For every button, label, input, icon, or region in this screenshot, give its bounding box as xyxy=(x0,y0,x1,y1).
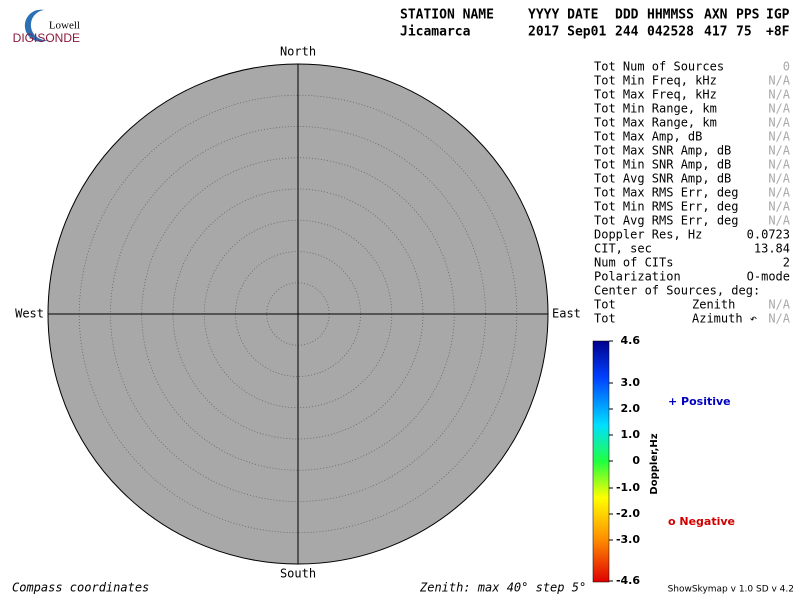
stat-value: O-mode xyxy=(747,270,790,284)
header-label: DDD xyxy=(615,8,639,23)
colorbar-tick-label: -4.6 xyxy=(616,574,640,587)
colorbar-tick-label: -1.0 xyxy=(616,481,640,494)
logo-mark xyxy=(24,9,48,42)
colorbar-title: Doppler,Hz xyxy=(649,433,660,494)
header-value: +8F xyxy=(766,25,790,40)
stat-value: N/A xyxy=(768,214,790,228)
stat-label: Center of Sources, deg: xyxy=(594,284,760,298)
east-label: East xyxy=(552,307,581,321)
stat-label: Tot Min RMS Err, deg xyxy=(594,200,739,214)
stat-label: Tot Avg RMS Err, deg xyxy=(594,214,739,228)
stat-value: 0.0723 xyxy=(747,228,790,242)
stat-value: N/A xyxy=(768,200,790,214)
stat-label: Tot Max Range, km xyxy=(594,116,717,130)
colorbar-tick-label: 2.0 xyxy=(621,402,641,415)
header-value: 244 xyxy=(615,25,639,40)
header-value: 2017 Sep01 xyxy=(528,25,606,40)
stat-label: Tot xyxy=(594,312,616,326)
stat-label: Polarization xyxy=(594,270,681,284)
logo-top: Lowell xyxy=(49,20,80,32)
stat-label: Tot Avg SNR Amp, dB xyxy=(594,172,731,186)
header-value: Jicamarca xyxy=(400,25,471,40)
stat-value: 2 xyxy=(783,256,790,270)
stat-label: Tot Max RMS Err, deg xyxy=(594,186,739,200)
footer-left: Compass coordinates xyxy=(12,581,149,595)
stat-label: Tot Min Freq, kHz xyxy=(594,74,717,88)
header-value: 042528 xyxy=(647,25,694,40)
colorbar-tick-label: -2.0 xyxy=(616,507,640,520)
stat-value: N/A xyxy=(768,158,790,172)
footer-right: ShowSkymap v 1.0 SD v 4.2 xyxy=(668,585,794,595)
colorbar-tick-label: -3.0 xyxy=(616,533,640,546)
stat-label: Tot Max Freq, kHz xyxy=(594,88,717,102)
stat-label: Tot xyxy=(594,298,616,312)
stat-sub-label: Zenith xyxy=(692,298,735,312)
legend-positive: + Positive xyxy=(668,395,731,408)
stat-value: N/A xyxy=(768,172,790,186)
south-label: South xyxy=(280,567,316,581)
stat-value: N/A xyxy=(768,130,790,144)
header-value: 417 xyxy=(704,25,727,40)
stat-label: CIT, sec xyxy=(594,242,652,256)
west-label: West xyxy=(15,307,44,321)
stat-label: Tot Max SNR Amp, dB xyxy=(594,144,731,158)
stat-label: Doppler Res, Hz xyxy=(594,228,702,242)
header-label: AXN xyxy=(704,8,728,23)
stat-value: N/A xyxy=(768,116,790,130)
stat-value: N/A xyxy=(768,74,790,88)
legend-negative: o Negative xyxy=(668,515,735,528)
header-label: HHMMSS xyxy=(647,8,694,23)
stat-label: Tot Num of Sources xyxy=(594,60,724,74)
stat-label: Num of CITs xyxy=(594,256,673,270)
stat-value: N/A xyxy=(768,186,790,200)
header-label: PPS xyxy=(736,8,760,23)
stat-value: N/A xyxy=(768,312,790,326)
header-label: STATION NAME xyxy=(400,8,494,23)
colorbar xyxy=(592,340,610,583)
north-label: North xyxy=(280,45,316,59)
colorbar-tick-label: 1.0 xyxy=(621,428,641,441)
stat-value: N/A xyxy=(768,88,790,102)
stat-label: Tot Max Amp, dB xyxy=(594,130,702,144)
stat-value: N/A xyxy=(768,144,790,158)
stat-value: 0 xyxy=(783,60,790,74)
stat-value: N/A xyxy=(768,102,790,116)
stat-label: Tot Min SNR Amp, dB xyxy=(594,158,731,172)
stat-value: 13.84 xyxy=(754,242,790,256)
stat-value: N/A xyxy=(768,298,790,312)
colorbar-tick-label: 0 xyxy=(632,454,640,467)
header-label: IGP xyxy=(766,8,790,23)
logo-bottom: DIGISONDE xyxy=(13,31,80,45)
stat-label: Tot Min Range, km xyxy=(594,102,717,116)
header-label: YYYY DATE xyxy=(528,8,598,23)
stat-sub-label: Azimuth ↶ xyxy=(692,312,757,326)
header-value: 75 xyxy=(736,25,752,40)
colorbar-tick-label: 3.0 xyxy=(621,376,641,389)
colorbar-tick-label: 4.6 xyxy=(621,334,641,347)
footer-center: Zenith: max 40° step 5° xyxy=(419,581,586,595)
